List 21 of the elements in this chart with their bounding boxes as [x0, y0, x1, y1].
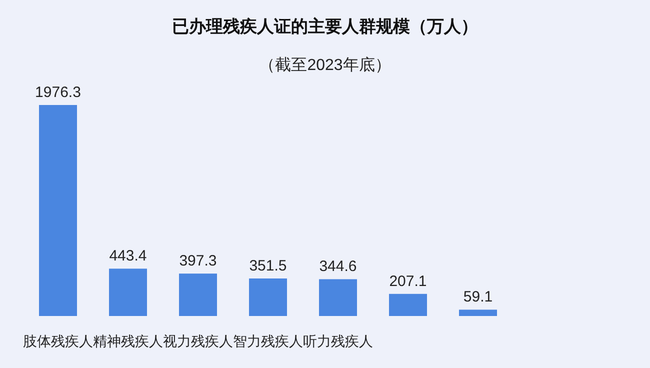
data-label: 344.6: [319, 258, 357, 276]
x-tick-label: 精神残疾人: [93, 333, 163, 349]
data-label: 397.3: [179, 252, 217, 270]
data-label: 59.1: [463, 288, 493, 306]
x-tick-label: 视力残疾人: [163, 333, 233, 349]
bar: [319, 279, 357, 316]
x-tick-label: 肢体残疾人: [23, 333, 93, 349]
bar: [459, 310, 497, 316]
chart-title: 已办理残疾人证的主要人群规模（万人）: [172, 17, 478, 36]
bar: [109, 268, 147, 316]
data-label: 351.5: [249, 257, 287, 274]
data-label: 207.1: [389, 272, 427, 290]
x-tick-label: 听力残疾人: [303, 333, 373, 349]
data-label: 443.4: [109, 248, 147, 265]
bar: [179, 274, 217, 316]
bar: [39, 105, 77, 316]
x-tick-label: 智力残疾人: [233, 333, 303, 349]
bar: [389, 294, 427, 316]
chart-subtitle: （截至2023年底）: [259, 56, 391, 74]
bar: [249, 278, 287, 316]
data-label: 1976.3: [35, 84, 81, 101]
